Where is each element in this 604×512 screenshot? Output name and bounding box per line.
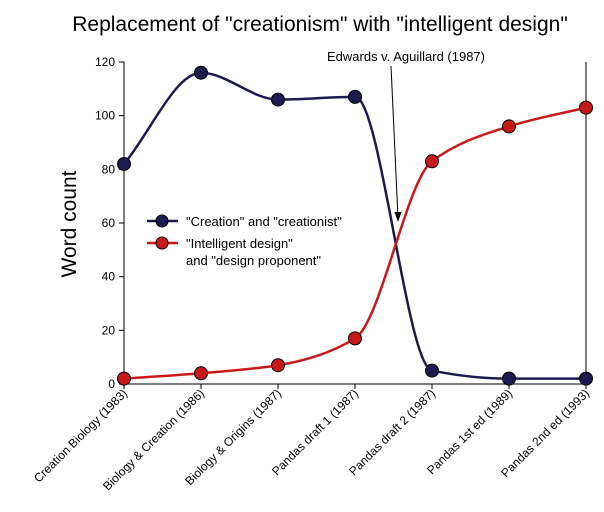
y-tick-label: 60 (102, 216, 116, 230)
legend-item-intelligent-design: "Intelligent design" and "design propone… (147, 236, 321, 268)
chart-title: Replacement of "creationism" with "intel… (72, 13, 568, 36)
legend-marker-intelligent-design (155, 236, 169, 250)
series-0-point (348, 89, 362, 104)
legend: "Creation" and "creationist" "Intelligen… (147, 214, 342, 268)
series-0-point (579, 371, 593, 386)
legend-label-creation: "Creation" and "creationist" (186, 214, 342, 229)
x-tick-label: Pandas 1st ed (1989) (424, 386, 515, 477)
y-tick-label: 80 (102, 162, 116, 176)
series-1-point (425, 154, 439, 169)
series-1-point (194, 366, 208, 381)
annotation-arrow (390, 65, 399, 219)
series-1-point (348, 331, 362, 346)
legend-item-creation: "Creation" and "creationist" (147, 214, 342, 229)
x-ticks: Creation Biology (1983)Biology & Creatio… (31, 384, 592, 493)
legend-label-intelligent-design-line1: "Intelligent design" (186, 236, 293, 251)
series-1-point (579, 100, 593, 115)
legend-label-intelligent-design-line2: and "design proponent" (186, 253, 321, 268)
annotation: Edwards v. Aguillard (1987) (327, 49, 485, 222)
series-0-point (194, 65, 208, 80)
series-0-point (271, 92, 285, 107)
y-tick-label: 40 (102, 270, 116, 284)
series-0-point (425, 363, 439, 378)
x-tick-label: Pandas draft 1 (1987) (269, 386, 361, 478)
y-tick-label: 120 (95, 55, 115, 69)
y-tick-label: 100 (95, 109, 115, 123)
x-tick-label: Pandas draft 2 (1987) (346, 386, 438, 478)
series-0-point (502, 371, 516, 386)
annotation-arrowhead (394, 212, 402, 222)
series-1-point (502, 119, 516, 134)
series-1-point (117, 371, 131, 386)
series-0-point (117, 156, 131, 171)
y-ticks: 0 20 40 60 80 100 120 (95, 55, 124, 391)
series-1-point (271, 358, 285, 373)
series-layer (117, 65, 593, 386)
y-axis-label: Word count (58, 170, 81, 277)
x-tick-label: Pandas 2nd ed (1993) (498, 386, 592, 480)
annotation-text: Edwards v. Aguillard (1987) (327, 49, 485, 64)
legend-marker-creation (155, 214, 169, 228)
y-tick-label: 0 (108, 377, 115, 391)
y-tick-label: 20 (102, 323, 116, 337)
